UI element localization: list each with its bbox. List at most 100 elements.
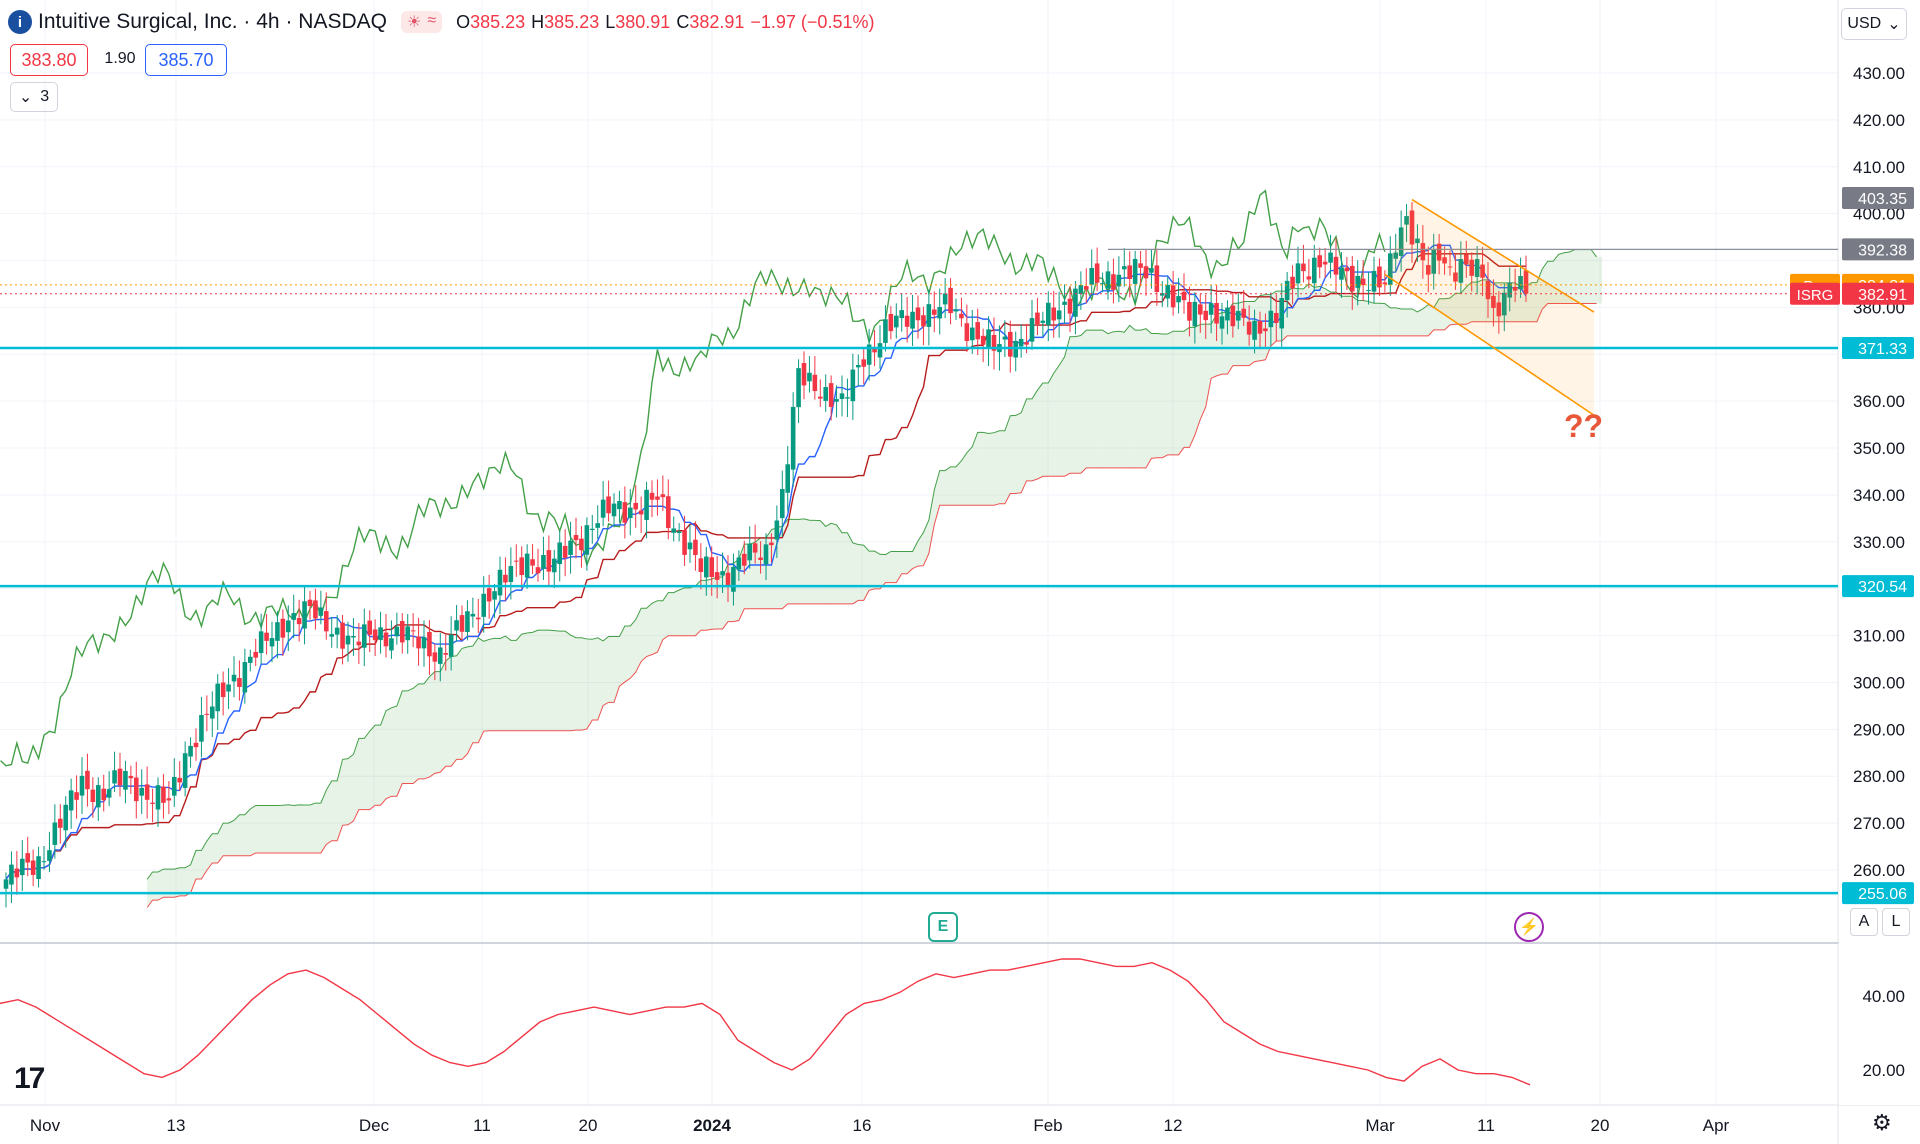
- ichimoku-cloud-segment: [391, 705, 397, 797]
- indicator-line: [0, 958, 1531, 1086]
- ichimoku-cloud-segment: [1346, 296, 1353, 336]
- candle-body: [1203, 310, 1209, 321]
- buy-price-button[interactable]: 385.70: [145, 44, 227, 76]
- ichimoku-cloud-segment: [977, 432, 984, 506]
- ichimoku-cloud-segment: [1124, 325, 1130, 468]
- ichimoku-cloud-segment: [1591, 249, 1597, 304]
- ichimoku-cloud-segment: [1254, 295, 1260, 362]
- ichimoku-cloud-segment: [1336, 292, 1342, 336]
- candle-body: [264, 632, 269, 641]
- candle-body: [1366, 290, 1371, 292]
- ichimoku-cloud-segment: [1265, 294, 1271, 360]
- candle-body: [1149, 268, 1154, 273]
- price-tick-label: 260.00: [1853, 861, 1905, 880]
- ichimoku-cloud-segment: [1325, 288, 1331, 336]
- sell-price-button[interactable]: 383.80: [10, 44, 88, 76]
- candle-body: [693, 539, 698, 555]
- candle-body: [95, 785, 101, 808]
- tradingview-logo-icon[interactable]: 17: [14, 1062, 45, 1095]
- candle-body: [606, 496, 611, 514]
- candle-body: [1387, 253, 1393, 285]
- candle-body: [660, 494, 666, 498]
- ichimoku-cloud-segment: [814, 520, 821, 604]
- candle-body: [231, 674, 237, 682]
- candle-body: [959, 313, 964, 319]
- candle-body: [269, 638, 275, 647]
- candle-body: [437, 647, 443, 664]
- settings-gear-icon[interactable]: ⚙: [1872, 1110, 1892, 1135]
- candle-body: [421, 637, 427, 649]
- price-tag-label: ISRG: [1797, 287, 1834, 304]
- ichimoku-cloud-segment: [641, 608, 647, 662]
- time-tick-label: Nov: [30, 1116, 61, 1135]
- ichimoku-cloud-segment: [684, 587, 690, 636]
- ichimoku-cloud-segment: [418, 683, 424, 779]
- candle-body: [687, 542, 693, 550]
- candle-body: [497, 569, 503, 596]
- currency-selector[interactable]: USD ⌄: [1841, 8, 1907, 40]
- ichimoku-cloud-segment: [603, 636, 609, 706]
- candle-body: [1382, 282, 1388, 285]
- indicator-tick-label: 20.00: [1862, 1061, 1905, 1080]
- ichimoku-cloud-segment: [793, 519, 799, 604]
- candle-body: [123, 771, 128, 790]
- candle-body: [296, 617, 302, 625]
- ichimoku-cloud-segment: [966, 446, 973, 506]
- candle-body: [1442, 257, 1447, 264]
- log-scale-button[interactable]: L: [1882, 908, 1910, 936]
- indicators-collapse-button[interactable]: ⌄ 3: [10, 82, 58, 112]
- ichimoku-cloud-segment: [646, 603, 652, 657]
- ichimoku-cloud-segment: [880, 554, 886, 589]
- ohlc-values: O385.23 H385.23 L380.91 C382.91 −1.97 (−…: [456, 12, 874, 33]
- candle-body: [481, 593, 487, 617]
- candle-body: [193, 742, 199, 748]
- candle-body: [323, 611, 329, 632]
- ichimoku-cloud-segment: [1162, 334, 1168, 458]
- candle-body: [1284, 280, 1290, 301]
- ichimoku-cloud-segment: [635, 608, 642, 673]
- ichimoku-cloud-segment: [565, 631, 571, 731]
- candle-body: [1480, 264, 1485, 278]
- ichimoku-cloud-segment: [1319, 286, 1326, 336]
- ichimoku-cloud-segment: [342, 758, 348, 826]
- candle-body: [1078, 285, 1084, 295]
- candle-body: [329, 634, 335, 637]
- candle-body: [541, 555, 546, 569]
- dividend-flash-icon[interactable]: ⚡: [1514, 912, 1544, 942]
- ichimoku-cloud-segment: [261, 805, 267, 853]
- candle-body: [177, 777, 183, 783]
- candle-body: [19, 858, 25, 876]
- candle-body: [85, 770, 90, 790]
- candle-body: [617, 500, 622, 510]
- candle-body: [665, 496, 671, 529]
- candle-body: [459, 615, 465, 632]
- candle-body: [361, 624, 367, 648]
- candle-body: [1507, 282, 1513, 298]
- ichimoku-cloud-segment: [440, 660, 446, 773]
- candle-body: [1127, 265, 1133, 279]
- price-tick-label: 340.00: [1853, 486, 1905, 505]
- candle-body: [904, 315, 910, 327]
- candle-body: [1073, 288, 1078, 317]
- ichimoku-cloud-segment: [272, 805, 278, 853]
- candle-body: [465, 611, 470, 633]
- market-status-icons[interactable]: ☀ ≈: [400, 11, 443, 33]
- candle-body: [1192, 301, 1198, 327]
- ichimoku-cloud-segment: [1553, 254, 1559, 304]
- candle-body: [725, 572, 731, 587]
- candle-body: [1491, 295, 1496, 308]
- candle-body: [1067, 298, 1073, 314]
- auto-scale-button[interactable]: A: [1850, 908, 1878, 936]
- candle-body: [1154, 265, 1160, 293]
- ichimoku-cloud-segment: [1080, 330, 1087, 474]
- candle-body: [9, 864, 14, 885]
- symbol-title[interactable]: Intuitive Surgical, Inc. · 4h · NASDAQ: [38, 10, 387, 33]
- ichimoku-cloud-segment: [983, 432, 989, 506]
- ichimoku-cloud-segment: [147, 872, 153, 908]
- candle-body: [551, 558, 557, 573]
- candle-body: [383, 632, 389, 647]
- sun-icon: ☀: [406, 14, 422, 31]
- ichimoku-cloud-segment: [988, 432, 994, 506]
- earnings-icon[interactable]: E: [928, 912, 958, 942]
